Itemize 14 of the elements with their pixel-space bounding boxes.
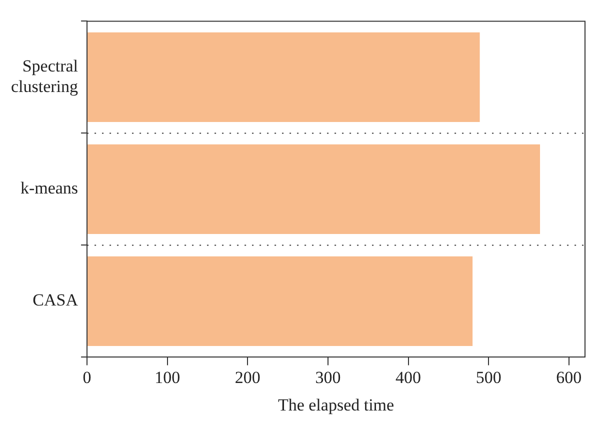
x-tick-label: 600 xyxy=(556,368,582,387)
bar xyxy=(88,32,480,122)
y-tick-label: CASA xyxy=(32,290,79,310)
y-tick-label: Spectral clustering xyxy=(10,56,79,96)
x-tick-label: 200 xyxy=(234,368,260,387)
y-tick-label: k-means xyxy=(20,178,78,198)
x-tick-label: 0 xyxy=(82,368,92,387)
x-tick-label: 100 xyxy=(154,368,180,387)
x-tick-label: 400 xyxy=(396,368,422,387)
x-axis-title: The elapsed time xyxy=(278,395,394,414)
x-tick-label: 300 xyxy=(315,368,341,387)
bar xyxy=(88,256,473,346)
x-tick-label: 500 xyxy=(476,368,502,387)
bar xyxy=(88,144,540,234)
